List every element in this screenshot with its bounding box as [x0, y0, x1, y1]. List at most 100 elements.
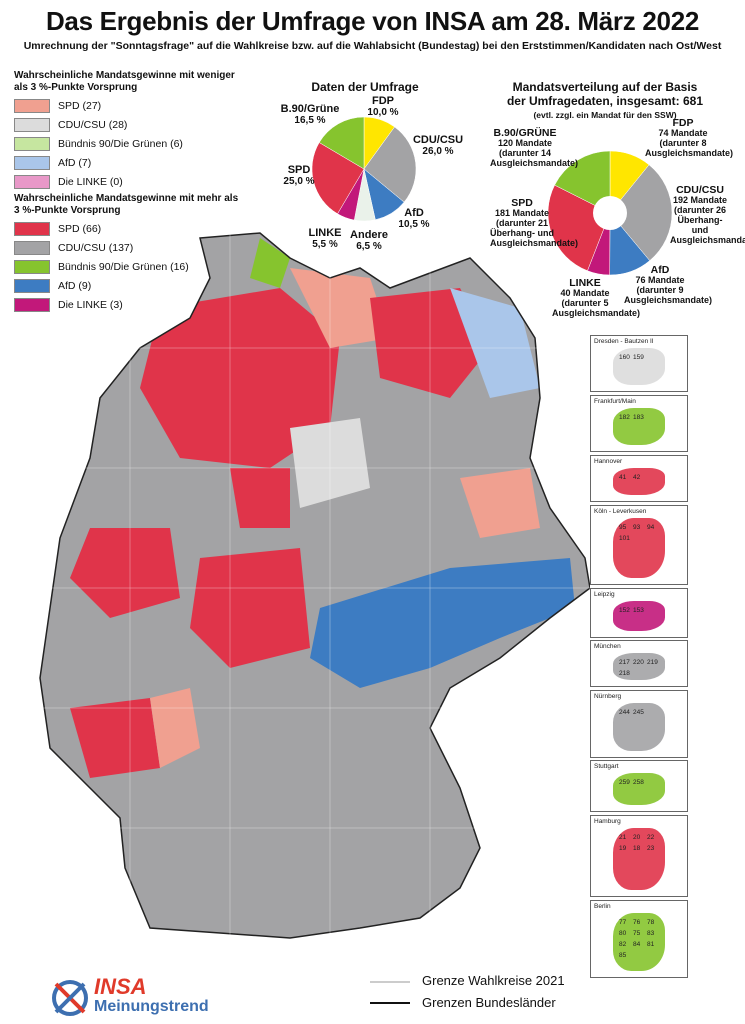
- inset-district-number: 41: [619, 474, 627, 481]
- legend-low-item: AfD (7): [14, 155, 244, 170]
- inset-region: [613, 348, 665, 385]
- inset-map: Köln - Leverkusen 95 93 94 101: [590, 505, 688, 585]
- inset-district-number: 101: [619, 535, 630, 542]
- inset-district-number: 84: [633, 941, 641, 948]
- inset-district-number: 183: [633, 414, 644, 421]
- inset-map: Hannover 41 42: [590, 455, 688, 502]
- inset-district-number: 160: [619, 354, 630, 361]
- slice-cdu-csu: [363, 126, 416, 203]
- inset-district-number: 83: [647, 930, 655, 937]
- legend-low-item: Bündnis 90/Die Grünen (6): [14, 136, 244, 151]
- legend-lines: [370, 981, 410, 1004]
- legend-high-label: Die LINKE (3): [58, 298, 123, 311]
- inset-district-number: 159: [633, 354, 644, 361]
- slice-b-90-gr-ne: [318, 117, 365, 170]
- page-subtitle: Umrechnung der "Sonntagsfrage" auf die W…: [23, 40, 722, 52]
- legend-low-label: Bündnis 90/Die Grünen (6): [58, 137, 183, 150]
- inset-district-number: 75: [633, 930, 641, 937]
- inset-district-number: 82: [619, 941, 627, 948]
- seats-label-linke: LINKE 40 Mandate (darunter 5 Ausgleichsma…: [552, 277, 641, 318]
- inset-district-number: 80: [619, 930, 627, 937]
- page-title: Das Ergebnis der Umfrage von INSA am 28.…: [45, 6, 700, 36]
- pie-label-linke: LINKE 5,5 %: [308, 227, 342, 251]
- legend-high-swatch: [14, 221, 50, 236]
- inset-title: Frankfurt/Main: [594, 398, 636, 405]
- pie-label-fdp: FDP 10,0 %: [367, 95, 399, 119]
- inset-map: Leipzig 152 153: [590, 588, 688, 638]
- inset-district-number: 152: [619, 607, 630, 614]
- inset-district-number: 95: [619, 524, 627, 531]
- legend-low-swatch: [14, 117, 50, 132]
- pie-label-afd: AfD 10,5 %: [398, 207, 430, 231]
- legend-high-heading: Wahrscheinliche Mandatsgewinne mit mehr …: [14, 193, 239, 216]
- seats-label-spd: SPD 181 Mandate (darunter 21 Überhang- un…: [490, 197, 579, 248]
- legend-low-label: Die LINKE (0): [58, 175, 123, 188]
- footer-line-thin-label: Grenze Wahlkreise 2021: [422, 973, 565, 988]
- inset-district-number: 219: [647, 659, 658, 666]
- inset-district-number: 218: [619, 670, 630, 677]
- germany-constituency-map: [30, 228, 590, 968]
- donut-hole: [593, 196, 627, 230]
- inset-district-number: 182: [619, 414, 630, 421]
- inset-district-number: 93: [633, 524, 641, 531]
- inset-region: [613, 913, 665, 971]
- slice-b-90-gr-ne: [554, 151, 611, 214]
- inset-region: [613, 601, 665, 631]
- seats-label-gruene: B.90/GRÜNE 120 Mandate (darunter 14 Ausgl…: [490, 127, 579, 168]
- inset-title: Dresden - Bautzen II: [594, 338, 654, 345]
- insa-logo-sub: Meinungstrend: [94, 998, 209, 1015]
- legend-high-item: CDU/CSU (137): [14, 240, 244, 255]
- inset-district-number: 77: [619, 919, 627, 926]
- legend-low-label: AfD (7): [58, 156, 92, 169]
- inset-map: Dresden - Bautzen II 160 159: [590, 335, 688, 392]
- inset-region: [613, 773, 665, 805]
- legend-high-item: Bündnis 90/Die Grünen (16): [14, 259, 244, 274]
- legend-low-item: CDU/CSU (28): [14, 117, 244, 132]
- inset-region: [613, 653, 665, 680]
- inset-title: Hannover: [594, 458, 623, 465]
- inset-region: [613, 703, 665, 751]
- survey-pie: [312, 117, 416, 221]
- legend-low-item: SPD (27): [14, 98, 244, 113]
- legend-high-item: Die LINKE (3): [14, 297, 244, 312]
- legend-low-swatch: [14, 155, 50, 170]
- legend-low-margin: Wahrscheinliche Mandatsgewinne mit wenig…: [14, 70, 244, 189]
- inset-district-number: 19: [619, 845, 627, 852]
- slice-spd: [312, 142, 365, 215]
- inset-district-number: 23: [647, 845, 655, 852]
- survey-pie-title: Daten der Umfrage: [311, 80, 419, 94]
- inset-district-number: 22: [647, 834, 655, 841]
- inset-district-number: 220: [633, 659, 644, 666]
- inset-district-number: 217: [619, 659, 630, 666]
- legend-high-margin: Wahrscheinliche Mandatsgewinne mit mehr …: [14, 193, 244, 312]
- inset-region: [613, 518, 665, 578]
- inset-map: Frankfurt/Main 182 183: [590, 395, 688, 452]
- legend-high-item: SPD (66): [14, 221, 244, 236]
- legend-high-swatch: [14, 259, 50, 274]
- inset-district-number: 42: [633, 474, 641, 481]
- seats-label-afd: AfD 76 Mandate (darunter 9 Ausgleichsmand…: [624, 264, 713, 305]
- legend-low-swatch: [14, 136, 50, 151]
- inset-region: [613, 408, 665, 445]
- inset-district-number: 21: [619, 834, 627, 841]
- inset-region: [613, 828, 665, 890]
- pie-label-gruene: B.90/Grüne 16,5 %: [280, 103, 340, 127]
- seats-label-cdu: CDU/CSU 192 Mandate (darunter 26 Überhang…: [670, 184, 745, 245]
- legend-low-swatch: [14, 98, 50, 113]
- legend-high-label: AfD (9): [58, 279, 92, 292]
- pie-label-cdu: CDU/CSU 26,0 %: [412, 134, 464, 158]
- legend-low-label: CDU/CSU (28): [58, 118, 128, 131]
- inset-title: Köln - Leverkusen: [594, 508, 647, 515]
- inset-map: Hamburg 21 20 22 19 18 23: [590, 815, 688, 897]
- legend-high-label: SPD (66): [58, 222, 102, 235]
- inset-district-number: 153: [633, 607, 644, 614]
- slice-cdu-csu: [609, 164, 672, 261]
- inset-map: Stuttgart 259 258: [590, 760, 688, 812]
- inset-title: Stuttgart: [594, 763, 619, 770]
- inset-district-number: 94: [647, 524, 655, 531]
- legend-high-label: CDU/CSU (137): [58, 241, 134, 254]
- seats-title: Mandatsverteilung auf der Basis der Umfr…: [506, 80, 704, 120]
- inset-title: Hamburg: [594, 818, 621, 825]
- legend-high-label: Bündnis 90/Die Grünen (16): [58, 260, 189, 273]
- inset-district-number: 18: [633, 845, 641, 852]
